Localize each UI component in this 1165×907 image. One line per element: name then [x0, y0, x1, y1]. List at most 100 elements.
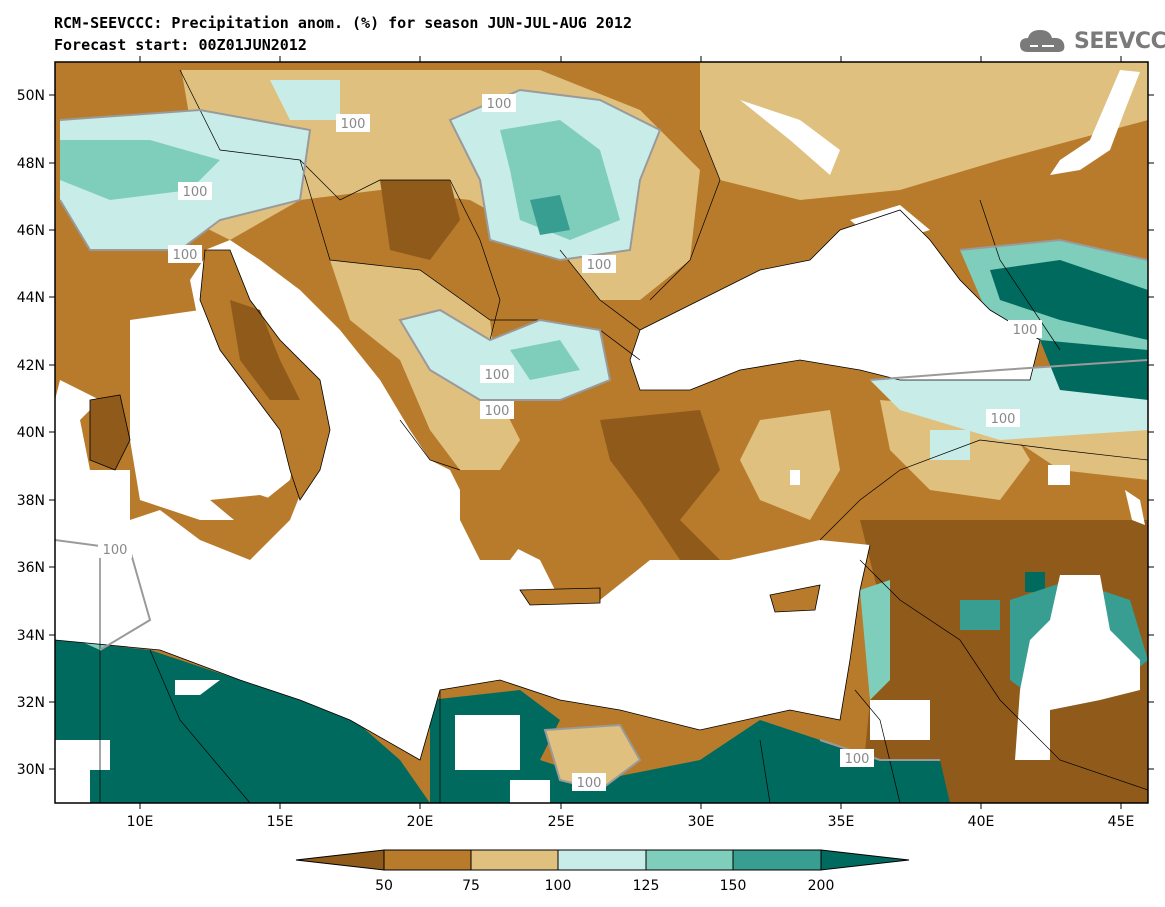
svg-text:40E: 40E	[968, 814, 995, 830]
svg-text:25E: 25E	[548, 814, 575, 830]
lat-tick: 30N	[17, 762, 1154, 778]
nodata-patch-6	[1125, 490, 1145, 525]
svg-text:100: 100	[577, 776, 602, 791]
colorbar: 50 75 100 125 150 200	[295, 849, 910, 894]
region-wet-light-balkans	[400, 310, 610, 400]
nodata-patch-4	[870, 700, 930, 740]
region-very-wet-georgia	[1040, 340, 1148, 400]
contour-100	[55, 88, 1148, 792]
svg-text:40N: 40N	[17, 425, 45, 441]
region-dry-west-turkey	[600, 410, 720, 560]
region-light-dry-northeast	[700, 62, 1148, 200]
lat-tick: 48N	[17, 156, 1154, 172]
contour-label: 100	[480, 365, 514, 383]
lon-tick: 35E	[828, 56, 855, 830]
colorbar-bin-50-75	[383, 849, 472, 871]
contour-label: 100	[480, 401, 514, 419]
lat-tick: 34N	[17, 628, 1154, 644]
lat-tick: 38N	[17, 493, 1154, 509]
region-dry-hungary	[380, 180, 460, 260]
longitude-axis: 10E 15E 20E 25E 30E 35E 40E 45E	[127, 56, 1135, 830]
svg-text:100: 100	[183, 185, 208, 200]
colorbar-bin-100-125	[557, 849, 647, 871]
region-wet-strong-syria	[960, 600, 1000, 630]
latitude-axis: 50N 48N 46N 44N 42N 40N 38N 36N 34N 32N …	[17, 88, 1154, 778]
tyrrhenian-sea	[130, 310, 300, 520]
colorbar-bin-150-200	[732, 849, 822, 871]
svg-text:100: 100	[485, 404, 510, 419]
region-very-wet-north-africa	[55, 640, 430, 803]
nodata-patch-2	[455, 715, 520, 770]
svg-text:100: 100	[487, 97, 512, 112]
svg-text:100: 100	[103, 543, 128, 558]
contour-label: 100	[168, 245, 202, 263]
map-field	[55, 62, 1148, 803]
svg-text:48N: 48N	[17, 156, 45, 172]
contour-label: 100	[336, 114, 370, 132]
contour-label: 100	[572, 773, 606, 791]
region-very-wet-syria-2	[1025, 572, 1045, 592]
lon-tick: 30E	[688, 56, 714, 830]
contour-label: 100	[178, 182, 212, 200]
svg-text:45E: 45E	[1108, 814, 1135, 830]
contour-label: 100	[582, 255, 616, 273]
seevccc-logo: SEEVCCC	[1018, 26, 1165, 56]
svg-text:100: 100	[173, 248, 198, 263]
lat-tick: 50N	[17, 88, 1154, 104]
colorbar-bin-lt50	[295, 849, 385, 871]
black-sea	[630, 210, 1040, 390]
lon-tick: 15E	[267, 56, 293, 830]
nodata-dot	[790, 470, 800, 485]
nodata-patch-7	[1048, 465, 1070, 485]
svg-text:100: 100	[341, 117, 366, 132]
svg-text:10E: 10E	[127, 814, 154, 830]
lon-tick: 10E	[127, 56, 154, 830]
cloud-icon	[1020, 30, 1065, 52]
svg-text:30N: 30N	[17, 762, 45, 778]
svg-text:44N: 44N	[17, 290, 45, 306]
sardinia-land	[90, 395, 130, 470]
colorbar-label: 100	[545, 878, 572, 894]
lat-tick: 32N	[17, 695, 1154, 711]
svg-text:100: 100	[845, 752, 870, 767]
nodata-stripe-1	[740, 100, 840, 175]
svg-text:50N: 50N	[17, 88, 45, 104]
colorbar-label: 125	[633, 878, 660, 894]
region-light-dry-cyrenaica	[545, 725, 640, 790]
svg-text:35E: 35E	[828, 814, 855, 830]
map-title: RCM-SEEVCCC: Precipitation anom. (%) for…	[54, 14, 632, 32]
colorbar-bin-75-100	[470, 849, 559, 871]
lat-tick: 44N	[17, 290, 1154, 306]
lat-tick: 42N	[17, 358, 1154, 374]
contour-label: 100	[840, 749, 874, 767]
svg-text:100: 100	[587, 258, 612, 273]
lon-tick: 20E	[407, 56, 433, 830]
svg-text:100: 100	[991, 412, 1016, 427]
contour-label: 100	[1008, 320, 1042, 338]
colorbar-label: 200	[808, 878, 835, 894]
region-very-wet-caucasus-north	[990, 260, 1148, 340]
sicily-land	[210, 495, 290, 535]
svg-text:100: 100	[1013, 323, 1038, 338]
lon-tick: 25E	[548, 56, 575, 830]
region-wet-light-alps-north	[270, 80, 340, 120]
contour-label: 100	[98, 540, 132, 558]
lat-tick: 36N	[17, 560, 1154, 576]
lon-tick: 45E	[1108, 56, 1135, 830]
nodata-patch-1	[55, 740, 110, 803]
corsica-land	[105, 335, 128, 380]
colorbar-bin-125-150	[645, 849, 734, 871]
region-wet-ukraine	[500, 120, 620, 240]
lon-tick: 40E	[968, 56, 995, 830]
nodata-patch-3	[510, 780, 550, 803]
lat-tick: 40N	[17, 425, 1154, 441]
colorbar-bin-gt200	[820, 849, 910, 871]
svg-text:32N: 32N	[17, 695, 45, 711]
cyprus-land	[770, 585, 820, 612]
svg-text:42N: 42N	[17, 358, 45, 374]
region-wet-romania	[510, 340, 580, 380]
contour-label: 100	[986, 409, 1020, 427]
region-light-dry-anatolia	[740, 410, 840, 520]
region-wet-levant	[860, 580, 890, 700]
